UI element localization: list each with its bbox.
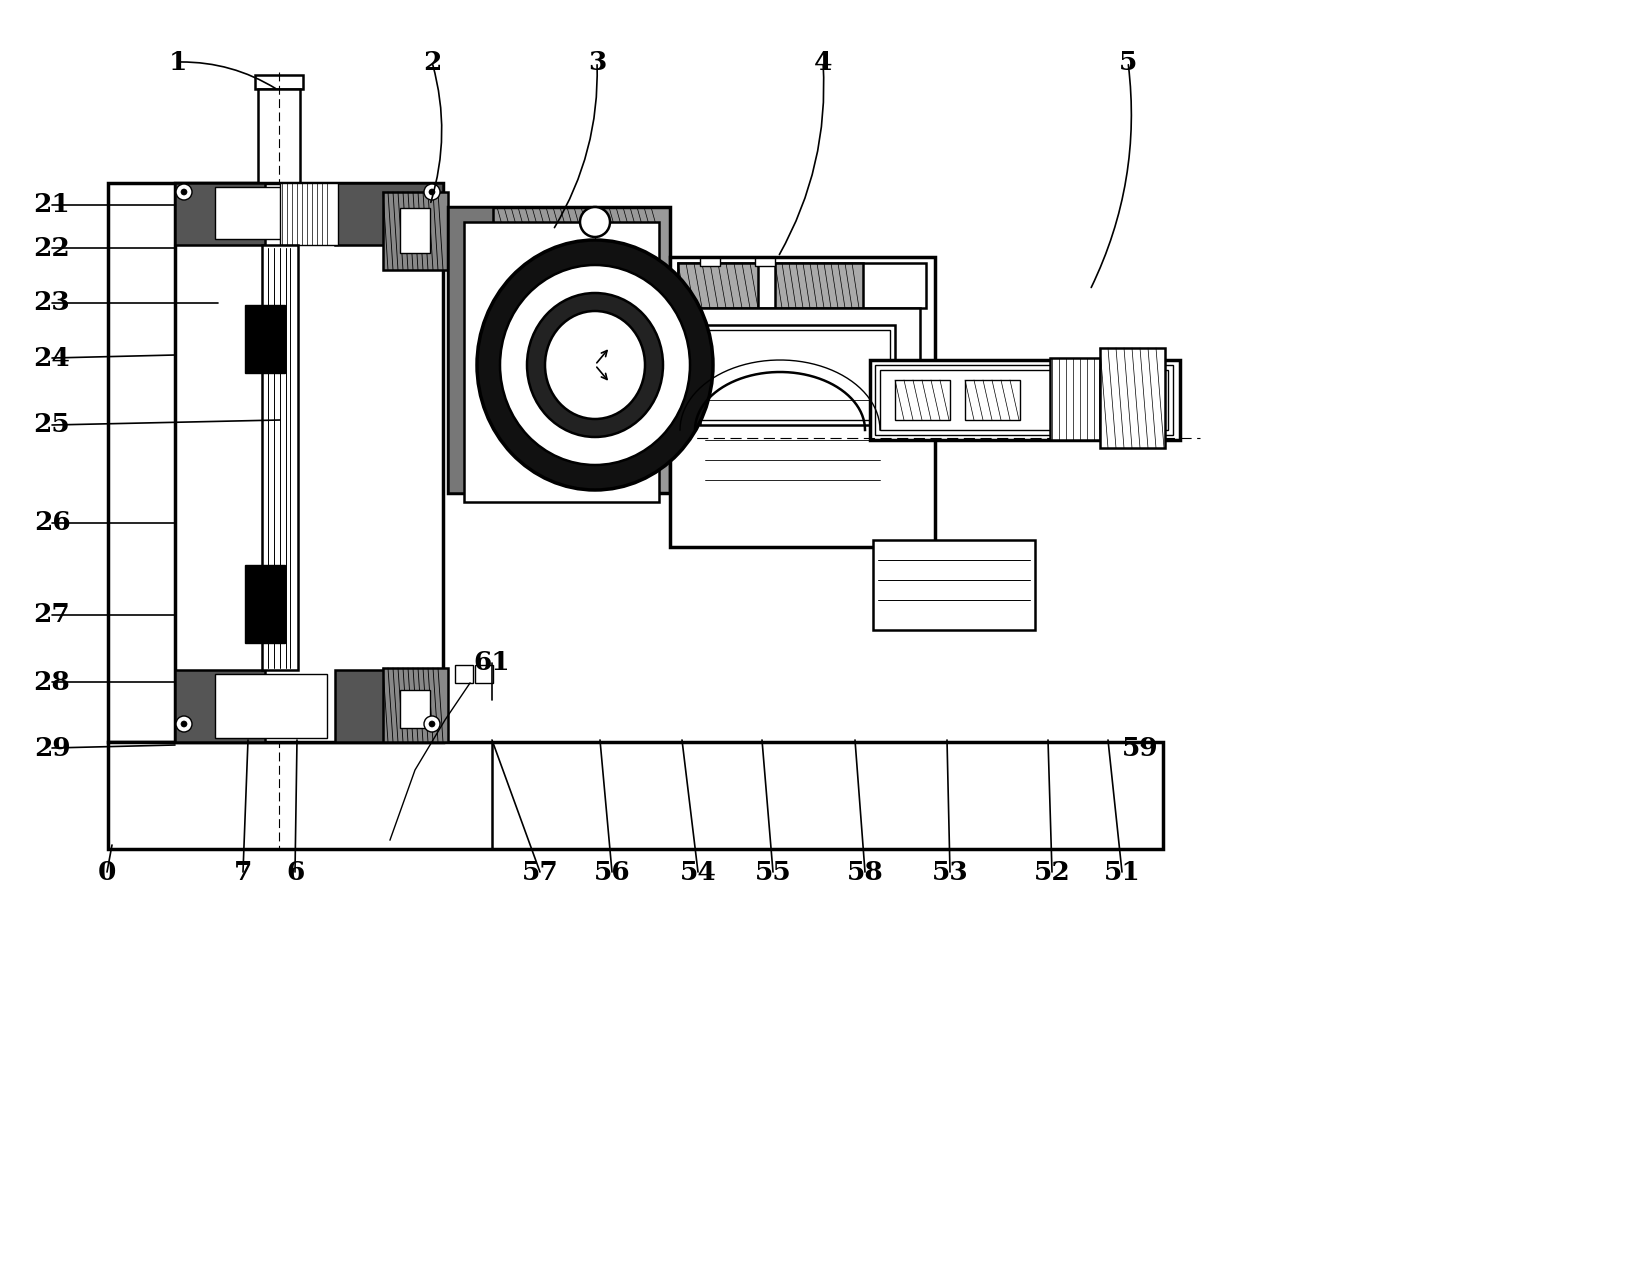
Bar (384, 191, 447, 270)
Text: 5: 5 (1119, 49, 1137, 75)
Text: 28: 28 (34, 670, 70, 695)
Ellipse shape (546, 311, 646, 418)
Bar (464, 249, 582, 448)
Circle shape (175, 716, 192, 732)
Text: 29: 29 (34, 735, 70, 761)
Text: 57: 57 (521, 860, 559, 885)
Text: 2: 2 (423, 49, 441, 75)
Bar (244, 306, 285, 373)
Bar (1100, 347, 1165, 448)
Bar (1100, 370, 1160, 429)
Text: 51: 51 (1103, 860, 1141, 885)
Text: 27: 27 (34, 602, 70, 628)
Text: 21: 21 (34, 193, 70, 218)
Bar (670, 257, 770, 297)
Bar (108, 742, 1164, 850)
Bar (874, 540, 1034, 630)
Text: 58: 58 (847, 860, 883, 885)
Bar (464, 222, 659, 502)
Circle shape (180, 721, 187, 727)
Circle shape (429, 721, 434, 727)
Bar (670, 257, 934, 547)
Circle shape (175, 184, 192, 200)
Ellipse shape (528, 293, 664, 437)
Text: 56: 56 (593, 860, 631, 885)
Bar (175, 183, 266, 245)
Bar (456, 664, 474, 683)
Bar (334, 670, 443, 742)
Bar (215, 186, 328, 238)
Bar (679, 262, 926, 308)
Bar (257, 89, 300, 186)
Bar (965, 380, 1019, 420)
Text: 59: 59 (1121, 735, 1159, 761)
Bar (700, 325, 895, 425)
Bar (447, 207, 670, 493)
Bar (695, 308, 919, 363)
Bar (895, 380, 951, 420)
Circle shape (425, 716, 439, 732)
Text: 3: 3 (588, 49, 606, 75)
Bar (262, 245, 298, 670)
Text: 25: 25 (34, 412, 70, 437)
Bar (175, 670, 266, 742)
Bar (400, 690, 429, 728)
Circle shape (180, 189, 187, 195)
Bar (756, 257, 775, 266)
Circle shape (429, 189, 434, 195)
Bar (880, 370, 1169, 430)
Ellipse shape (477, 240, 713, 489)
Bar (700, 330, 890, 420)
Bar (875, 365, 1174, 435)
Circle shape (425, 184, 439, 200)
Bar (700, 257, 720, 266)
Bar (1051, 358, 1100, 440)
Text: 7: 7 (234, 860, 252, 885)
Text: 53: 53 (931, 860, 969, 885)
Bar (280, 183, 338, 245)
Bar (475, 664, 493, 683)
Bar (384, 668, 447, 742)
Bar (400, 208, 429, 254)
Bar (679, 262, 757, 308)
Bar (334, 183, 443, 245)
Bar (175, 183, 443, 742)
Text: 0: 0 (98, 860, 116, 885)
Text: 22: 22 (34, 236, 70, 260)
Bar (108, 183, 275, 742)
Text: 61: 61 (474, 650, 510, 676)
Ellipse shape (500, 265, 690, 465)
Bar (775, 262, 864, 308)
Text: 54: 54 (680, 860, 716, 885)
Text: 52: 52 (1034, 860, 1070, 885)
Bar (215, 675, 328, 738)
Bar (870, 360, 1180, 440)
Text: 4: 4 (813, 49, 833, 75)
Text: 6: 6 (285, 860, 305, 885)
Text: 55: 55 (754, 860, 792, 885)
Circle shape (580, 207, 610, 237)
Bar (252, 186, 305, 199)
Text: 24: 24 (33, 345, 70, 370)
Bar (256, 75, 303, 89)
Bar (447, 207, 493, 493)
Bar (244, 566, 285, 643)
Text: 23: 23 (34, 290, 70, 316)
Text: 26: 26 (34, 511, 70, 535)
Text: 1: 1 (169, 49, 187, 75)
